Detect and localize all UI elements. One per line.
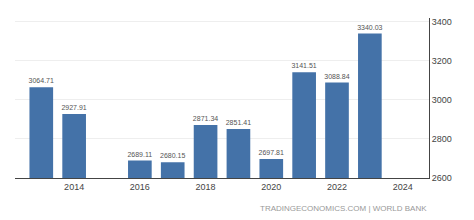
svg-text:2800: 2800 <box>432 134 452 144</box>
svg-text:2697.81: 2697.81 <box>259 149 284 156</box>
svg-text:2020: 2020 <box>261 182 281 192</box>
svg-text:2851.41: 2851.41 <box>226 119 251 126</box>
svg-text:2018: 2018 <box>196 182 216 192</box>
svg-text:3088.84: 3088.84 <box>324 73 349 80</box>
svg-text:2022: 2022 <box>327 182 347 192</box>
svg-text:2014: 2014 <box>64 182 84 192</box>
svg-text:2689.11: 2689.11 <box>127 151 152 158</box>
svg-text:2680.15: 2680.15 <box>160 152 185 159</box>
svg-text:3064.71: 3064.71 <box>29 77 54 84</box>
svg-text:2024: 2024 <box>393 182 413 192</box>
svg-text:TRADINGECONOMICS.COM | WORLD B: TRADINGECONOMICS.COM | WORLD BANK <box>260 204 427 213</box>
svg-text:3340.03: 3340.03 <box>357 24 382 31</box>
svg-text:3141.51: 3141.51 <box>291 62 316 69</box>
svg-text:3000: 3000 <box>432 95 452 105</box>
svg-text:2016: 2016 <box>130 182 150 192</box>
svg-text:2600: 2600 <box>432 173 452 183</box>
svg-text:3200: 3200 <box>432 56 452 66</box>
svg-text:2871.34: 2871.34 <box>193 115 218 122</box>
svg-text:2927.91: 2927.91 <box>61 104 86 111</box>
svg-text:3400: 3400 <box>432 17 452 27</box>
